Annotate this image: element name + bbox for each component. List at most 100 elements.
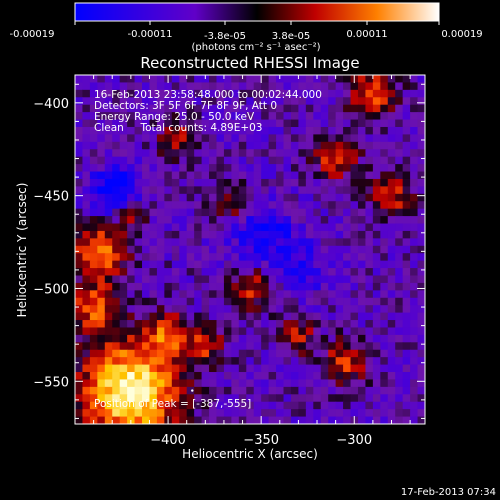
heatmap-cell (380, 253, 389, 262)
heatmap-cell (417, 379, 425, 388)
heatmap-cell (261, 297, 270, 306)
heatmap-cell (89, 409, 98, 418)
heatmap-cells (75, 75, 425, 424)
heatmap-cell (134, 171, 143, 180)
heatmap-cell (134, 260, 143, 269)
y-tick-label: −450 (33, 190, 69, 205)
heatmap-cell (328, 223, 337, 232)
heatmap-cell (201, 141, 210, 150)
heatmap-cell (164, 320, 173, 329)
heatmap-cell (209, 253, 218, 262)
heatmap-cell (75, 416, 84, 424)
heatmap-cell (365, 372, 374, 381)
heatmap-cell (238, 119, 247, 128)
heatmap-cell (305, 134, 314, 143)
heatmap-cell (119, 134, 128, 143)
heatmap-cell (127, 126, 136, 136)
heatmap-cell (290, 82, 300, 91)
heatmap-cell (171, 178, 180, 187)
heatmap-cell (216, 223, 225, 232)
heatmap-cell (320, 164, 329, 173)
heatmap-cell (97, 290, 106, 299)
heatmap-cell (328, 126, 337, 136)
heatmap-cell (127, 320, 136, 329)
heatmap-cell (186, 134, 195, 143)
x-tick-label: −400 (150, 433, 186, 448)
heatmap-cell (417, 149, 425, 158)
heatmap-cell (410, 320, 419, 329)
heatmap-cell (343, 238, 352, 247)
heatmap-cell (253, 312, 262, 321)
heatmap-cell (343, 156, 352, 165)
heatmap-cell (357, 327, 367, 336)
heatmap-cell (201, 282, 210, 291)
heatmap-cell (238, 297, 247, 306)
heatmap-cell (261, 253, 270, 262)
heatmap-cell (253, 104, 262, 113)
heatmap-cell (216, 119, 225, 128)
heatmap-cell (231, 186, 240, 195)
heatmap-cell (179, 186, 188, 195)
heatmap-cell (164, 156, 173, 165)
heatmap-cell (149, 216, 158, 225)
heatmap-cell (261, 216, 270, 225)
heatmap-cell (283, 238, 292, 247)
heatmap-cell (395, 216, 404, 225)
heatmap-cell (246, 141, 255, 150)
heatmap-cell (298, 216, 307, 225)
heatmap-cell (350, 268, 359, 277)
heatmap-cell (149, 401, 158, 410)
heatmap-cell (97, 357, 106, 366)
heatmap-cell (75, 357, 84, 366)
heatmap-cell (372, 238, 381, 247)
heatmap-cell (313, 327, 322, 336)
heatmap-cell (112, 156, 121, 165)
heatmap-cell (75, 141, 84, 150)
heatmap-cell (238, 364, 247, 373)
heatmap-cell (350, 245, 359, 254)
heatmap-cell (209, 268, 218, 277)
heatmap-cell (104, 290, 113, 299)
heatmap-cell (156, 268, 165, 277)
heatmap-cell (313, 357, 322, 366)
heatmap-cell (119, 297, 128, 306)
heatmap-cell (209, 216, 218, 225)
heatmap-cell (209, 372, 218, 381)
heatmap-cell (365, 253, 374, 262)
heatmap-cell (350, 260, 359, 269)
heatmap-cell (156, 297, 165, 306)
heatmap-cell (127, 186, 136, 195)
heatmap-cell (335, 119, 344, 128)
heatmap-cell (343, 201, 352, 210)
heatmap-cell (387, 401, 396, 410)
heatmap-cell (82, 156, 91, 165)
heatmap-cell (298, 126, 307, 136)
heatmap-cell (186, 193, 195, 202)
heatmap-cell (82, 141, 91, 150)
heatmap-cell (328, 305, 337, 314)
heatmap-cell (156, 171, 165, 180)
heatmap-cell (171, 223, 180, 232)
heatmap-cell (75, 201, 84, 210)
heatmap-cell (186, 238, 195, 247)
heatmap-cell (127, 119, 136, 128)
heatmap-cell (104, 186, 113, 195)
heatmap-cell (372, 216, 381, 225)
heatmap-cell (290, 349, 300, 358)
heatmap-cell (320, 208, 329, 217)
heatmap-cell (372, 416, 381, 424)
heatmap-cell (372, 104, 381, 113)
heatmap-cell (223, 208, 232, 217)
heatmap-cell (75, 126, 84, 136)
heatmap-cell (142, 178, 151, 187)
heatmap-cell (246, 327, 255, 336)
heatmap-cell (387, 75, 396, 84)
heatmap-cell (283, 75, 292, 84)
heatmap-cell (89, 97, 98, 106)
heatmap-cell (253, 320, 262, 329)
heatmap-cell (372, 186, 381, 195)
heatmap-cell (223, 327, 232, 336)
heatmap-cell (380, 364, 389, 373)
heatmap-cell (357, 334, 367, 343)
heatmap-cell (357, 230, 367, 239)
